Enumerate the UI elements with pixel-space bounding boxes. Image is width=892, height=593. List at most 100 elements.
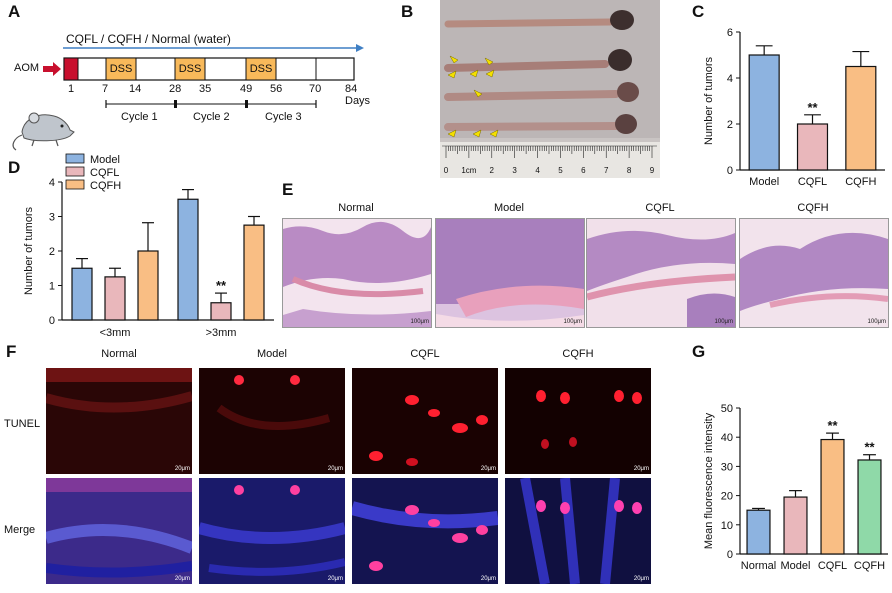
- bar-cqfh: [137, 250, 159, 321]
- scale-label: 100μm: [563, 319, 582, 325]
- panel-c: C 0 2 4 6 Model CQFL ** CQFH Number of tumors: [660, 0, 892, 200]
- legend-swatch: [65, 179, 85, 190]
- dss-block-2: [174, 57, 206, 81]
- y-tick-label: 50: [721, 403, 733, 415]
- scale-label: 20μm: [633, 576, 649, 582]
- scale-label: 20μm: [480, 576, 496, 582]
- cycle-label: Cycle 2: [193, 111, 230, 123]
- bar-normal: [746, 509, 771, 555]
- x-tick-label: <3mm: [100, 327, 131, 339]
- tick-label: 28: [169, 83, 182, 95]
- bar-cqfl: [104, 276, 126, 321]
- ruler-tick-label: 3: [512, 166, 517, 175]
- y-tick-label: 6: [727, 27, 733, 39]
- legend-label: Model: [90, 154, 120, 166]
- scale-label: 20μm: [174, 466, 190, 472]
- significance-marker: **: [864, 440, 875, 455]
- panel-d: D 0 1 2 3 4 <3mm ** >3mm Number of tumors Model CQ…: [0, 148, 280, 348]
- ruler-tick-label: 7: [603, 166, 609, 175]
- tick-label: 1: [68, 83, 75, 95]
- scale-label: 100μm: [410, 319, 429, 325]
- x-tick-label: CQFH: [854, 560, 885, 572]
- panel-label-a: A: [8, 2, 21, 21]
- tunel-cqfh: 20μm: [505, 368, 651, 474]
- y-tick-label: 20: [721, 491, 733, 503]
- x-tick-label: Model: [781, 560, 811, 572]
- histo-normal: 100μm: [282, 218, 432, 328]
- bar-cqfl: [820, 438, 845, 555]
- histo-cqfh: 100μm: [739, 218, 889, 328]
- treatment-label: CQFL / CQFH / Normal (water): [66, 32, 231, 46]
- x-tick-label: >3mm: [206, 327, 237, 339]
- tick-label: 35: [199, 83, 212, 95]
- tunel-model: 20μm: [199, 368, 345, 474]
- ruler-tick-label: 4: [535, 166, 540, 175]
- significance-marker: **: [216, 278, 227, 293]
- treatment-arrowhead: [356, 44, 364, 52]
- histo-model: 100μm: [435, 218, 585, 328]
- bar-model: [71, 267, 93, 321]
- bar-model: [783, 496, 808, 555]
- dss-label-3: DSS: [249, 63, 273, 75]
- tick-label: 14: [129, 83, 142, 95]
- legend-swatch: [65, 166, 85, 177]
- y-tick-label: 2: [49, 246, 55, 258]
- bar-cqfl: [796, 123, 829, 171]
- aom-label: AOM: [14, 62, 40, 74]
- significance-marker: **: [827, 418, 838, 433]
- legend-label: CQFH: [90, 180, 121, 192]
- fluor-title-cqfl: CQFL: [410, 348, 440, 360]
- scale-label: 20μm: [480, 466, 496, 472]
- y-tick-label: 0: [727, 549, 733, 561]
- ruler-tick-label: 2: [489, 166, 494, 175]
- tick-label: 56: [270, 83, 283, 95]
- ruler-tick-label: 5: [558, 166, 563, 175]
- x-tick-label: Normal: [741, 560, 776, 572]
- bar-model: [177, 198, 199, 321]
- merge-model: 20μm: [199, 478, 345, 584]
- y-tick-label: 1: [49, 281, 55, 293]
- legend-swatch: [65, 153, 85, 164]
- panel-label-b: B: [401, 2, 414, 21]
- significance-marker: **: [807, 100, 818, 115]
- y-tick-label: 30: [721, 461, 733, 473]
- x-tick-label: CQFL: [818, 560, 847, 572]
- x-tick-label: CQFH: [845, 176, 876, 188]
- bar-cqfh: [857, 459, 882, 555]
- cycle-label: Cycle 1: [121, 111, 158, 123]
- y-tick-label: 3: [49, 212, 55, 224]
- row-label-merge: Merge: [4, 524, 36, 536]
- y-tick-label: 0: [727, 165, 733, 177]
- panel-a: A CQFL / CQFH / Normal (water) AOM DSS D…: [0, 0, 380, 160]
- fluor-title-cqfh: CQFH: [562, 348, 594, 360]
- colon-photo: [440, 0, 660, 178]
- x-tick-label: Model: [749, 176, 779, 188]
- y-axis-label: Number of tumors: [23, 206, 35, 295]
- y-tick-label: 4: [727, 73, 733, 85]
- scale-label: 100μm: [867, 319, 886, 325]
- mouse-icon: [12, 112, 75, 151]
- scale-label: 20μm: [174, 576, 190, 582]
- tick-label: 7: [102, 83, 109, 95]
- dss-block-1: [105, 57, 137, 81]
- y-tick-label: 2: [727, 119, 733, 131]
- panel-label-c: C: [692, 2, 705, 21]
- fluor-title-normal: Normal: [101, 348, 137, 360]
- histo-cqfl: 100μm: [586, 218, 736, 328]
- dss-block-3: [245, 57, 277, 81]
- row-label-tunel: TUNEL: [4, 418, 41, 430]
- scale-label: 20μm: [327, 576, 343, 582]
- aom-block: [63, 57, 79, 81]
- panel-e: E Normal Model CQFL CQFH 100μm 100μm 100…: [280, 180, 892, 330]
- y-axis-label: Mean fluorescence intensity: [703, 412, 715, 549]
- histo-title-cqfh: CQFH: [797, 202, 829, 214]
- tick-label: 84 Days: [345, 83, 371, 107]
- timeline-diagram: [12, 44, 364, 151]
- dss-label-1: DSS: [109, 63, 133, 75]
- bar-model: [748, 54, 780, 171]
- y-tick-label: 40: [721, 432, 733, 444]
- histo-title-model: Model: [494, 202, 524, 214]
- panel-label-g: G: [692, 342, 706, 361]
- x-tick-label: CQFL: [798, 176, 827, 188]
- histo-title-cqfl: CQFL: [645, 202, 675, 214]
